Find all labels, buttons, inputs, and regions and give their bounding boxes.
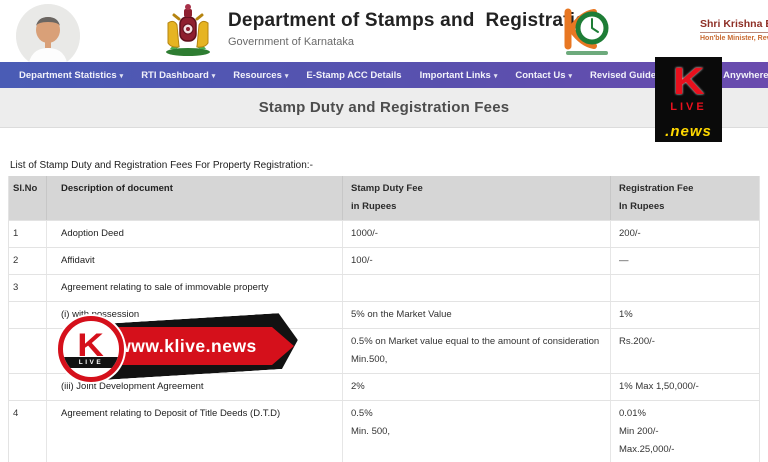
klive-news-label: .news: [655, 121, 722, 142]
table-row: 4 Agreement relating to Deposit of Title …: [9, 401, 759, 462]
cell-description: (iii) Joint Development Agreement: [47, 374, 343, 400]
chevron-down-icon: ▾: [568, 72, 573, 80]
header-stamp-duty: Stamp Duty Fee in Rupees: [343, 176, 611, 220]
cell-registration-fee: 1% Max 1,50,000/-: [619, 381, 699, 392]
nav-item-revised-guidelines-value[interactable]: Revised Guidelines Value: [590, 69, 706, 81]
cell-description: Affidavit: [47, 248, 343, 274]
nav-item-resources[interactable]: Resources ▾: [233, 69, 289, 81]
cell-registration-fee: Rs.200/-: [619, 336, 655, 347]
cell-slno: [9, 329, 47, 373]
header-slno: Sl.No: [9, 176, 47, 220]
cell-slno: 4: [9, 401, 47, 462]
cell-description: Agreement relating to Deposit of Title D…: [47, 401, 343, 462]
cell-description: Agreement relating to sale of immovable …: [47, 275, 343, 301]
chevron-down-icon: ▾: [119, 72, 124, 80]
nav-item-e-stamp-acc-details[interactable]: E-Stamp ACC Details: [306, 69, 402, 81]
cell-registration-fee: 200/-: [619, 228, 641, 239]
table-caption: List of Stamp Duty and Registration Fees…: [10, 160, 313, 171]
cell-registration-fee: 1%: [619, 309, 633, 320]
table-header-row: Sl.No Description of document Stamp Duty…: [9, 176, 759, 221]
cell-slno: 1: [9, 221, 47, 247]
page-subtitle: Government of Karnataka: [228, 36, 354, 48]
nav-menu: Department Statistics ▾ RTI Dashboard ▾ Reso…: [0, 62, 768, 88]
cell-stamp-duty: 0.5% on Market value equal to the amount…: [343, 329, 611, 373]
chevron-down-icon: ▾: [493, 72, 498, 80]
nav-item-important-links[interactable]: Important Links ▾: [419, 69, 498, 81]
cell-stamp-duty: 5% on the Market Value: [343, 302, 611, 328]
cell-stamp-duty: 100/-: [343, 248, 611, 274]
cell-stamp-duty: 1000/-: [343, 221, 611, 247]
section-title: Stamp Duty and Registration Fees: [258, 99, 510, 116]
cell-registration-fee: —: [619, 255, 629, 266]
minister-role: Hon'ble Minister, Revenue: [700, 35, 768, 42]
table-row: (iii) Joint Development Agreement 2% 1% Ma…: [9, 374, 759, 401]
cell-stamp-duty: [343, 275, 611, 301]
cell-slno: 3: [9, 275, 47, 301]
nav-item-anywhere-registration-notification[interactable]: Anywhere Registration Notification: [723, 69, 768, 81]
klive-badge-icon: K LIVE: [58, 316, 124, 382]
table-row: 3 Agreement relating to sale of immovable…: [9, 275, 759, 302]
cell-description: (i) with possession: [47, 302, 343, 328]
cell-stamp-duty: 0.5% Min. 500,: [343, 401, 611, 462]
klive-news-logo: K LIVE .news: [655, 57, 722, 142]
table-row: 1 Adoption Deed 1000/- 200/-: [9, 221, 759, 248]
klive-live-label: LIVE: [670, 101, 707, 113]
cell-slno: 2: [9, 248, 47, 274]
nav-item-rti-dashboard[interactable]: RTI Dashboard ▾: [141, 69, 216, 81]
chevron-down-icon: ▾: [211, 72, 216, 80]
header-description: Description of document: [47, 176, 343, 220]
cell-registration-fee: [611, 275, 759, 301]
chevron-down-icon: ▾: [284, 72, 289, 80]
table-row: 2 Affidavit 100/- —: [9, 248, 759, 275]
karnataka-emblem-icon: [160, 3, 216, 64]
cell-stamp-duty: 2%: [343, 374, 611, 400]
cell-registration-fee: 0.01% Min 200/- Max.25,000/-: [619, 408, 675, 455]
watermark-ribbon: www.klive.news: [94, 327, 294, 365]
table-row: (i) with possession 5% on the Market Valu…: [9, 302, 759, 329]
cell-slno: [9, 302, 47, 328]
nav-item-contact-us[interactable]: Contact Us ▾: [515, 69, 573, 81]
cell-slno: [9, 374, 47, 400]
watermark-url: www.klive.news: [117, 335, 257, 356]
cell-description: Adoption Deed: [47, 221, 343, 247]
kaveri-logo-icon: [560, 6, 612, 63]
klive-k-icon: K: [672, 61, 705, 103]
person-photo-icon: [16, 4, 80, 68]
page-header: Department of Stamps and Registration Go…: [0, 0, 768, 68]
header-registration-fee: Registration Fee In Rupees: [619, 183, 694, 212]
minister-name-link[interactable]: Shri Krishna Byre Gowda: [700, 18, 768, 33]
section-banner: Stamp Duty and Registration Fees: [0, 88, 768, 128]
page-title: Department of Stamps and Registration: [228, 10, 599, 31]
klive-watermark: www.klive.news K LIVE: [58, 312, 308, 387]
minister-photo: [16, 4, 80, 68]
nav-item-department-statistics[interactable]: Department Statistics ▾: [19, 69, 124, 81]
